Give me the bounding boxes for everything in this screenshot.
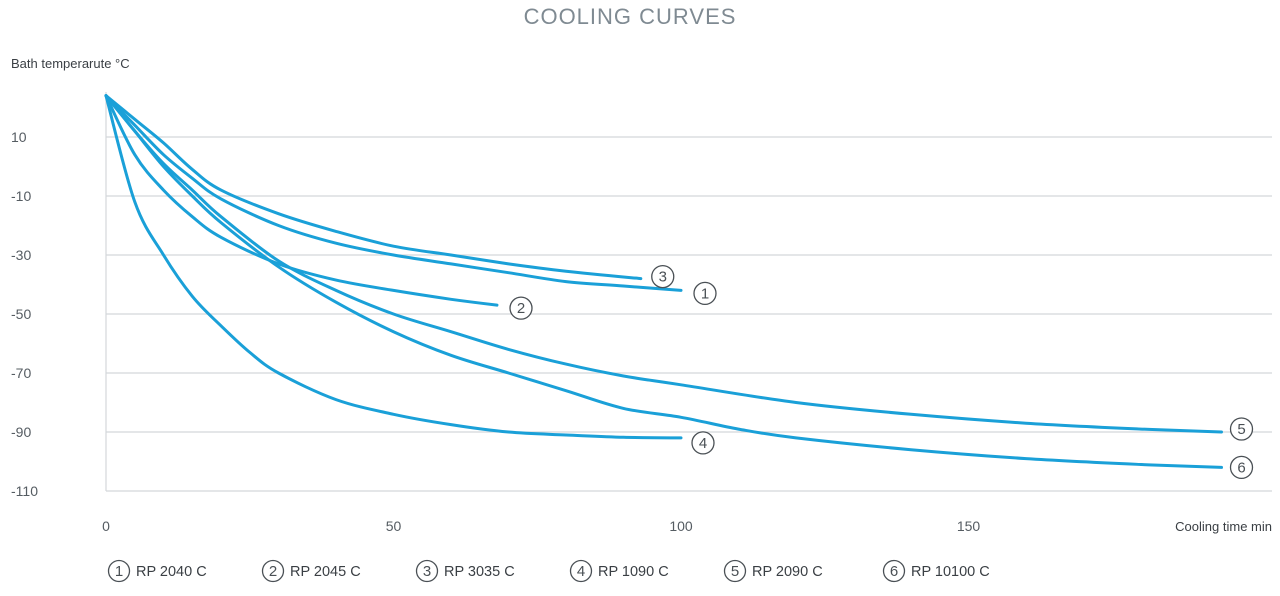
legend-marker-circle <box>261 559 285 583</box>
legend-label: RP 3035 C <box>444 564 515 580</box>
legend-marker-number: 6 <box>890 563 898 580</box>
series-marker-3: 3 <box>651 264 675 289</box>
y-tick-label: -90 <box>11 424 31 440</box>
series-line-4 <box>104 94 683 440</box>
legend-item-4: 4 RP 1090 C <box>569 559 669 583</box>
marker-circle <box>1229 455 1254 480</box>
y-tick-label: -110 <box>11 483 38 499</box>
marker-number: 4 <box>699 435 707 452</box>
legend-marker-number: 4 <box>577 563 585 580</box>
legend: 1 RP 2040 C 2 RP 2045 C 3 RP 3035 C 4 RP 1090 C… <box>107 559 990 583</box>
legend-marker-circle <box>107 559 131 583</box>
marker-number: 1 <box>701 285 709 302</box>
series-marker-2: 2 <box>509 296 533 320</box>
marker-number: 2 <box>517 300 525 317</box>
marker-number: 5 <box>1237 421 1245 438</box>
series-marker-4: 4 <box>691 431 715 455</box>
marker-circle <box>1229 417 1254 441</box>
legend-marker-circle <box>569 559 593 583</box>
series-line-5 <box>104 94 1223 434</box>
legend-label: RP 2090 C <box>752 564 823 580</box>
series-end-markers: 1 2 3 4 5 6 <box>509 264 1254 480</box>
series-line-3 <box>104 94 643 281</box>
x-tick-label: 100 <box>669 518 693 534</box>
y-tick-label: -50 <box>11 306 31 322</box>
legend-marker-number: 3 <box>423 563 431 580</box>
series-line-6 <box>104 94 1223 469</box>
marker-circle <box>651 264 675 289</box>
y-axis-label: Bath temperarute °C <box>11 56 130 71</box>
legend-marker-circle <box>882 559 906 583</box>
legend-marker-number: 1 <box>115 563 123 580</box>
legend-marker-circle <box>415 559 439 583</box>
legend-label: RP 1090 C <box>598 564 669 580</box>
y-tick-label: -70 <box>11 365 31 381</box>
y-tick-label: -10 <box>11 188 31 204</box>
legend-label: RP 2040 C <box>136 564 207 580</box>
y-tick-label: -30 <box>11 247 31 263</box>
y-tick-label: 10 <box>11 129 27 145</box>
series-marker-1: 1 <box>693 281 717 306</box>
legend-marker-number: 2 <box>269 563 277 580</box>
chart-title: COOLING CURVES <box>524 4 737 29</box>
x-axis-label: Cooling time min <box>1175 519 1272 534</box>
legend-item-5: 5 RP 2090 C <box>723 559 823 583</box>
legend-item-1: 1 RP 2040 C <box>107 559 207 583</box>
series-line-1 <box>104 94 683 292</box>
legend-label: RP 10100 C <box>911 564 990 580</box>
series-marker-6: 6 <box>1229 455 1254 480</box>
x-tick-label: 0 <box>102 518 110 534</box>
marker-circle <box>509 296 533 320</box>
marker-circle <box>693 281 717 306</box>
series-lines <box>104 94 1223 469</box>
series-marker-5: 5 <box>1229 417 1254 441</box>
legend-item-3: 3 RP 3035 C <box>415 559 515 583</box>
legend-item-6: 6 RP 10100 C <box>882 559 990 583</box>
x-tick-label: 150 <box>957 518 981 534</box>
marker-number: 6 <box>1237 459 1245 476</box>
legend-marker-circle <box>723 559 747 583</box>
legend-item-2: 2 RP 2045 C <box>261 559 361 583</box>
legend-marker-number: 5 <box>731 563 739 580</box>
x-tick-label: 50 <box>386 518 402 534</box>
series-line-2 <box>104 94 499 307</box>
grid-lines <box>105 92 1272 492</box>
tick-labels: 10 -10 -30 -50 -70 -90 -110 0 50 100 150 <box>11 129 980 534</box>
legend-label: RP 2045 C <box>290 564 361 580</box>
marker-number: 3 <box>659 269 667 286</box>
marker-circle <box>691 431 715 455</box>
